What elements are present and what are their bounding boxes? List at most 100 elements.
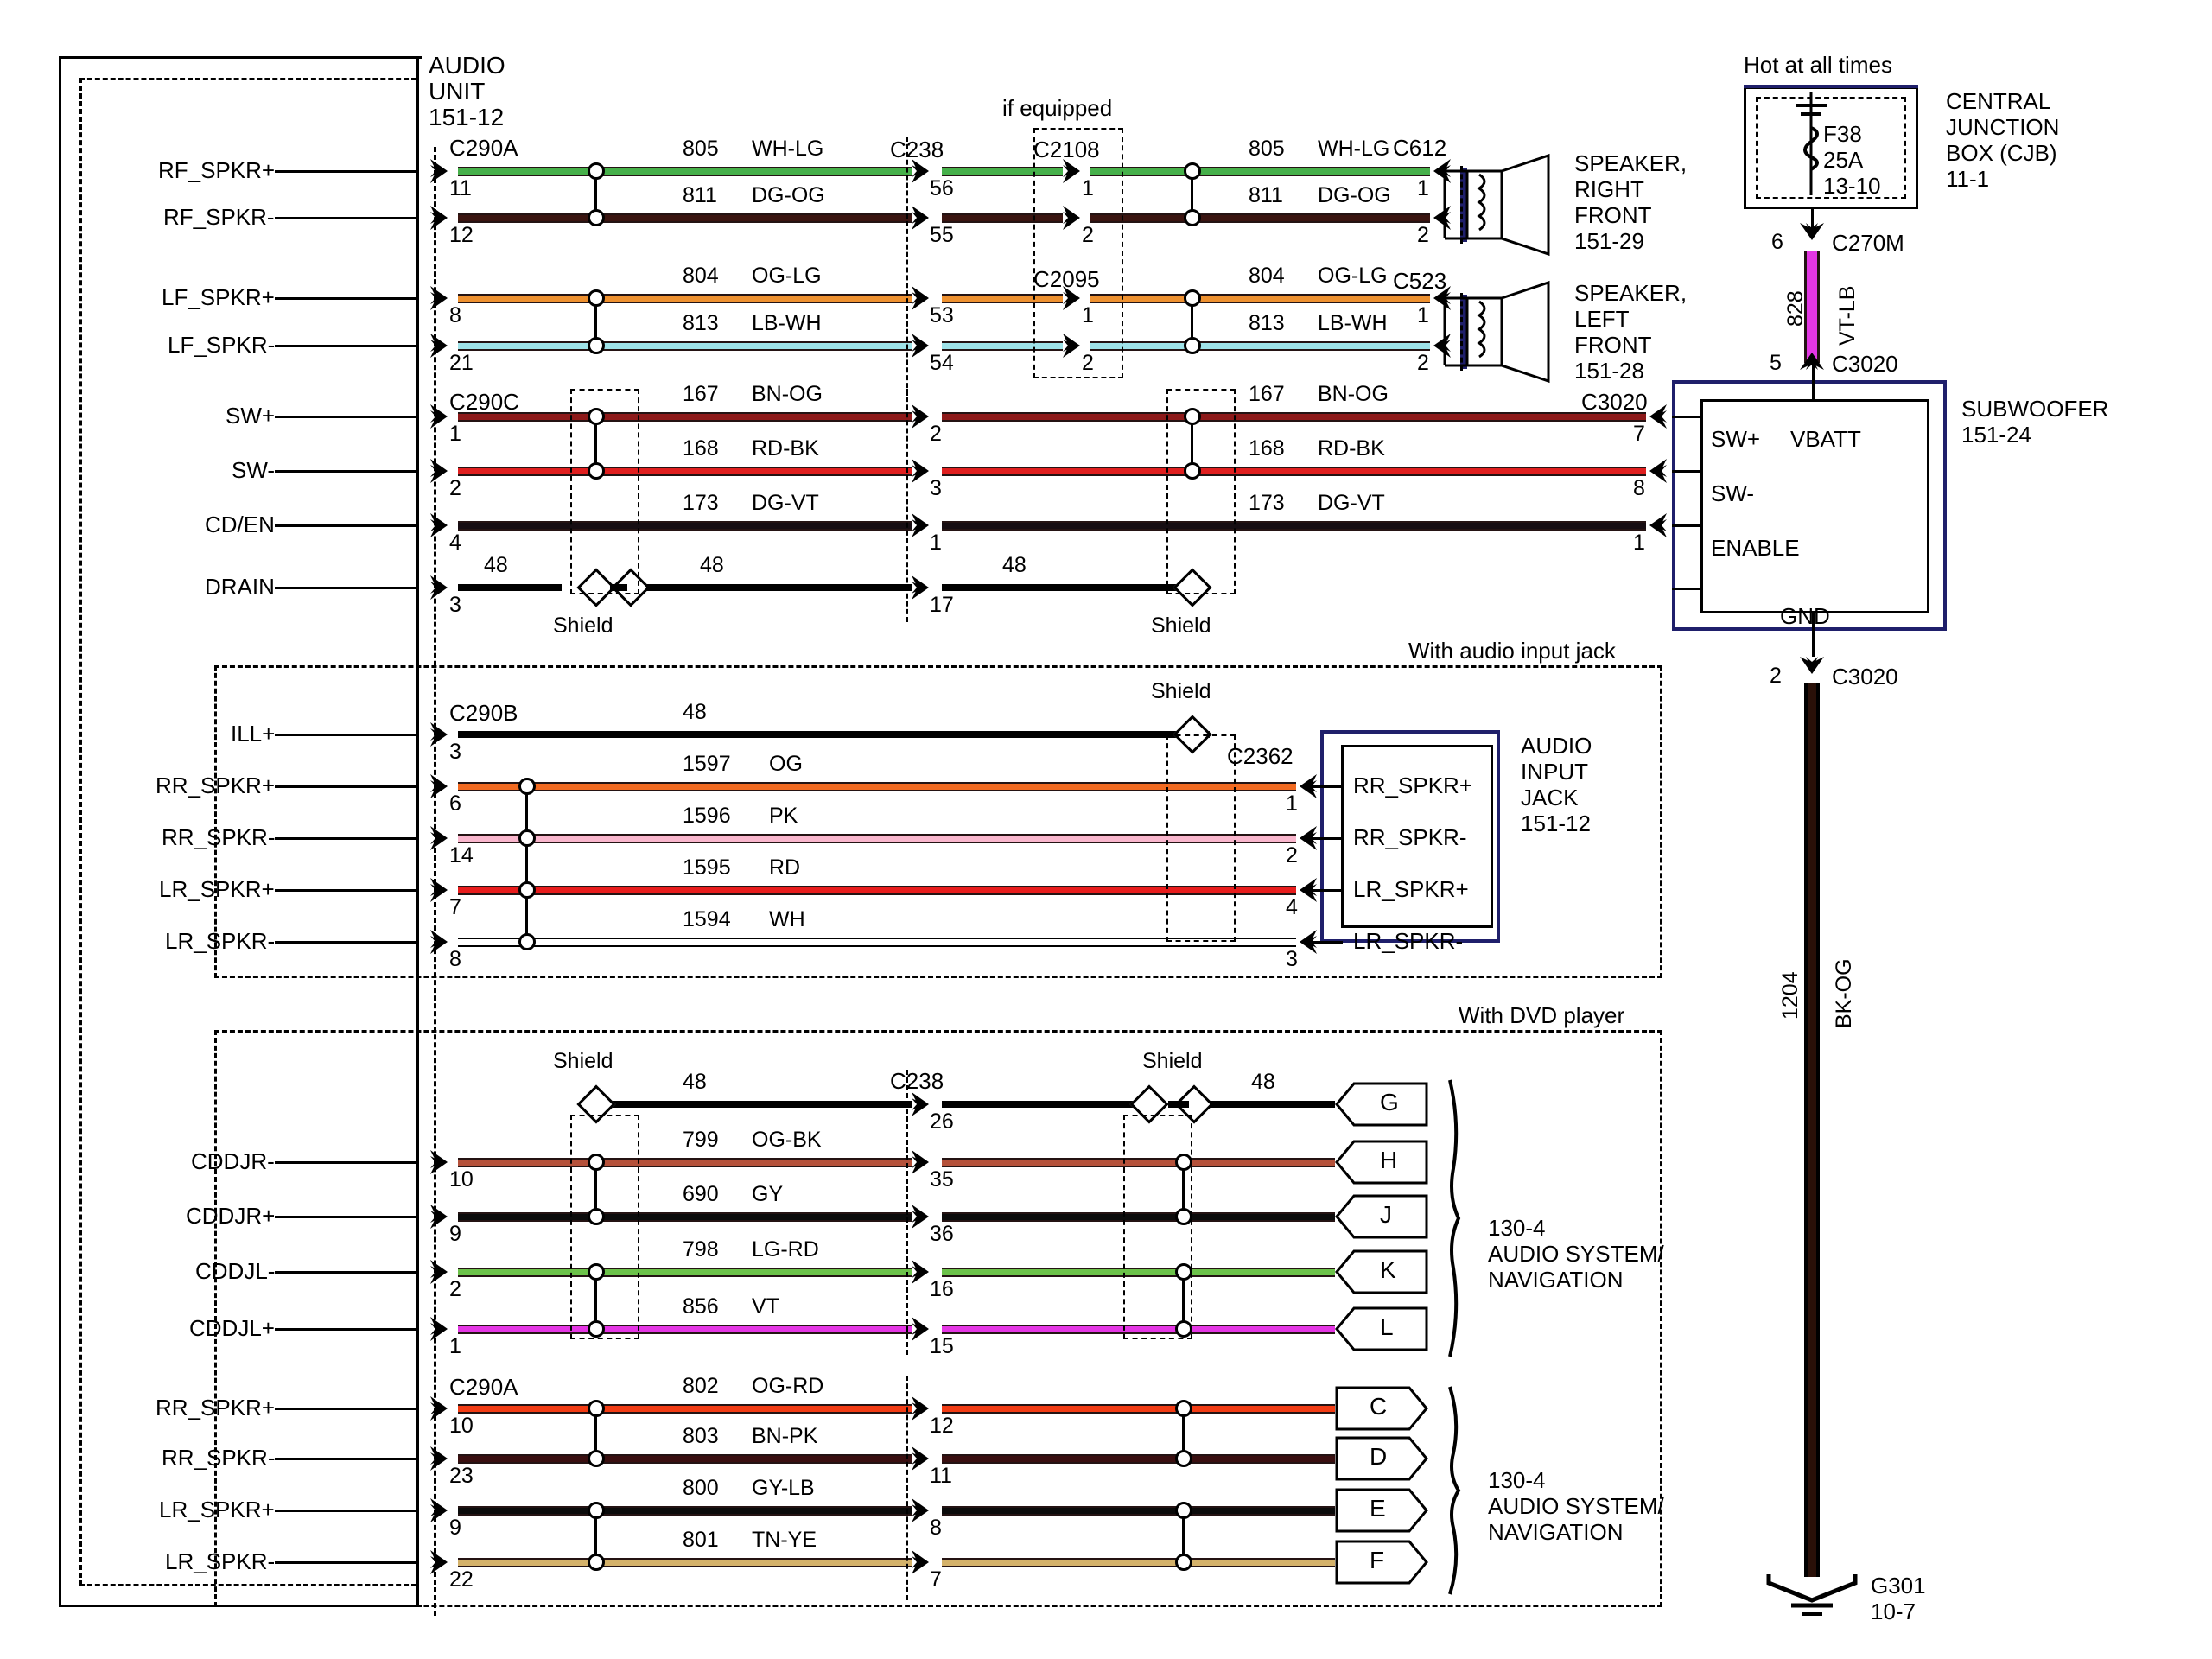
nav-upper-code: 130-4 bbox=[1488, 1215, 1546, 1241]
pin-jack-3: 7 bbox=[449, 895, 461, 919]
connector-c3020-pin-8 bbox=[1644, 457, 1670, 485]
connector-c290c-pin-3 bbox=[429, 574, 454, 601]
cjb-name2: JUNCTION bbox=[1946, 114, 2060, 140]
dest-pin-1: 2 bbox=[1417, 223, 1429, 247]
c3020-pin-2: 1 bbox=[1633, 531, 1645, 555]
shield-box-2 bbox=[1166, 389, 1236, 594]
terminal-label-F: F bbox=[1370, 1547, 1385, 1573]
connector-c290a-pin-12 bbox=[429, 204, 454, 232]
jack-pin-lead-2 bbox=[1305, 889, 1343, 892]
fuse-symbol bbox=[1780, 92, 1840, 195]
cjb-top-accent bbox=[1744, 85, 1918, 88]
wire-dvd-shield-link bbox=[1168, 1101, 1189, 1108]
connector-c238-drain-pin-17 bbox=[910, 574, 936, 601]
circuit-dvd-856: 856 bbox=[683, 1294, 719, 1319]
audio-jack-pin-1: RR_SPKR- bbox=[1353, 824, 1467, 850]
stub-jack-4 bbox=[275, 941, 416, 944]
audio-unit-inner-dash bbox=[79, 78, 82, 1586]
wire-811-c bbox=[1090, 213, 1430, 223]
audio-unit-right-edge bbox=[416, 56, 419, 1607]
c238-pin-56: 56 bbox=[930, 176, 954, 200]
wire-801-lo-b bbox=[942, 1558, 1335, 1567]
splice-link-1 bbox=[594, 298, 597, 346]
splice-dvdlo-1a bbox=[588, 1400, 605, 1417]
circuit-dvd-48-a: 48 bbox=[683, 1070, 707, 1094]
wire-drain-a bbox=[458, 584, 562, 591]
pin-number-RF_SPKR+: 11 bbox=[449, 176, 472, 200]
signal-label-SW-: SW- bbox=[232, 457, 276, 483]
connector-c612-pin-2 bbox=[1428, 204, 1454, 232]
pin-dvd-3: 2 bbox=[449, 1277, 461, 1301]
power-circuit-color: VT-LB bbox=[1835, 285, 1859, 346]
connector-c238-dvdlo-pin-11 bbox=[910, 1445, 936, 1472]
wire-800-lo-b bbox=[942, 1506, 1335, 1516]
splice-link-dvdlo-2r bbox=[1182, 1510, 1185, 1562]
connector-c238-pin-56 bbox=[910, 157, 936, 185]
pin-sub-0: 1 bbox=[449, 422, 461, 446]
signal-label-jack-0: ILL+ bbox=[231, 721, 276, 747]
terminal-F bbox=[1335, 1540, 1428, 1585]
audio-unit-name-line1: AUDIO bbox=[429, 52, 505, 79]
shield-box-1 bbox=[570, 389, 639, 594]
nav-lower-code: 130-4 bbox=[1488, 1467, 1546, 1493]
color-dvdlo-802: OG-RD bbox=[752, 1374, 824, 1398]
circuit-number-r-805: 805 bbox=[1249, 137, 1285, 161]
subwoofer-gnd-lead bbox=[1812, 613, 1815, 657]
wire-690-dvd-a bbox=[458, 1212, 912, 1222]
wire-805-a bbox=[458, 167, 912, 176]
wire-color-813: LB-WH bbox=[752, 311, 822, 335]
wire-802-lo-a bbox=[458, 1404, 912, 1414]
connector-c238-dvd-pin-15 bbox=[910, 1315, 936, 1343]
splice-dvdlo-2a bbox=[588, 1502, 605, 1519]
with-dvd-player-label: With DVD player bbox=[1459, 1002, 1625, 1028]
circuit-dvdlo-801: 801 bbox=[683, 1528, 719, 1552]
circuit-drain-3: 48 bbox=[1002, 553, 1027, 577]
audio-jack-pin-3: LR_SPKR- bbox=[1353, 928, 1464, 954]
stub-dvdlo-0 bbox=[275, 1408, 416, 1410]
connector-label-c3020-left: C3020 bbox=[1581, 389, 1648, 415]
connector-c238-pin-53 bbox=[910, 284, 936, 312]
circuit-jack-1597: 1597 bbox=[683, 752, 731, 776]
speaker-lf-name3: FRONT bbox=[1574, 332, 1652, 358]
wire-813-c bbox=[1090, 341, 1430, 351]
terminal-label-J: J bbox=[1380, 1201, 1392, 1228]
wire-856-dvd-a bbox=[458, 1325, 912, 1334]
c3020-bottom-pin: 2 bbox=[1770, 664, 1782, 688]
wire-color-r-804: OG-LG bbox=[1318, 264, 1388, 288]
connector-label-c612: C612 bbox=[1393, 135, 1447, 161]
signal-label-dvdlo-1: RR_SPKR- bbox=[162, 1445, 276, 1471]
pin-sub-1: 2 bbox=[449, 476, 461, 500]
circuit-jack-48: 48 bbox=[683, 700, 707, 724]
color-dvdlo-803: BN-PK bbox=[752, 1424, 818, 1448]
connector-label-c523: C523 bbox=[1393, 268, 1447, 294]
jack-pin-lead-3 bbox=[1305, 941, 1343, 944]
wire-173-a bbox=[458, 521, 912, 531]
wire-801-lo-a bbox=[458, 1558, 912, 1567]
stub-LF_SPKR- bbox=[275, 345, 416, 347]
connector-c290b-pin-7 bbox=[429, 876, 454, 904]
cjb-name1: CENTRAL bbox=[1946, 88, 2051, 114]
c3020-top-pin: 5 bbox=[1770, 351, 1782, 375]
splice-dvdlo-1ar bbox=[1175, 1400, 1192, 1417]
signal-label-jack-4: LR_SPKR- bbox=[165, 928, 276, 954]
wire-799-dvd-a bbox=[458, 1158, 912, 1167]
c270m-pin: 6 bbox=[1771, 230, 1783, 254]
color-jack-1597: OG bbox=[769, 752, 803, 776]
wire-color-r-811: DG-OG bbox=[1318, 183, 1391, 207]
connector-c238-sub-pin-2 bbox=[910, 403, 936, 430]
signal-label-jack-2: RR_SPKR- bbox=[162, 824, 276, 850]
subwoofer-pin-sw-plus: SW+ bbox=[1711, 426, 1761, 452]
wire-color-804: OG-LG bbox=[752, 264, 822, 288]
connector-label-c3020-top: C3020 bbox=[1832, 351, 1898, 377]
splice-dvd-1a bbox=[588, 1154, 605, 1171]
connector-label-c238-dvd: C238 bbox=[890, 1068, 944, 1094]
terminal-label-G: G bbox=[1380, 1089, 1399, 1116]
pin-sub-2: 4 bbox=[449, 531, 461, 555]
wire-690-dvd-b bbox=[942, 1212, 1335, 1222]
connector-c290b-pin-8 bbox=[429, 928, 454, 956]
audio-jack-pin-0: RR_SPKR+ bbox=[1353, 772, 1472, 798]
wire-color-811: DG-OG bbox=[752, 183, 825, 207]
subwoofer-name: SUBWOOFER bbox=[1961, 396, 2109, 422]
nav-lower-name2: NAVIGATION bbox=[1488, 1519, 1624, 1545]
connector-c2095-pin-1 bbox=[1061, 284, 1087, 312]
